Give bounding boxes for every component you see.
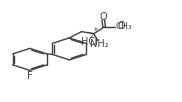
Text: HCl: HCl (81, 37, 98, 47)
Text: O: O (118, 21, 126, 31)
Text: NH₂: NH₂ (90, 39, 109, 49)
Text: O: O (99, 12, 107, 22)
Text: *: * (94, 27, 98, 36)
Text: F: F (27, 71, 33, 81)
Text: CH₃: CH₃ (116, 22, 133, 31)
